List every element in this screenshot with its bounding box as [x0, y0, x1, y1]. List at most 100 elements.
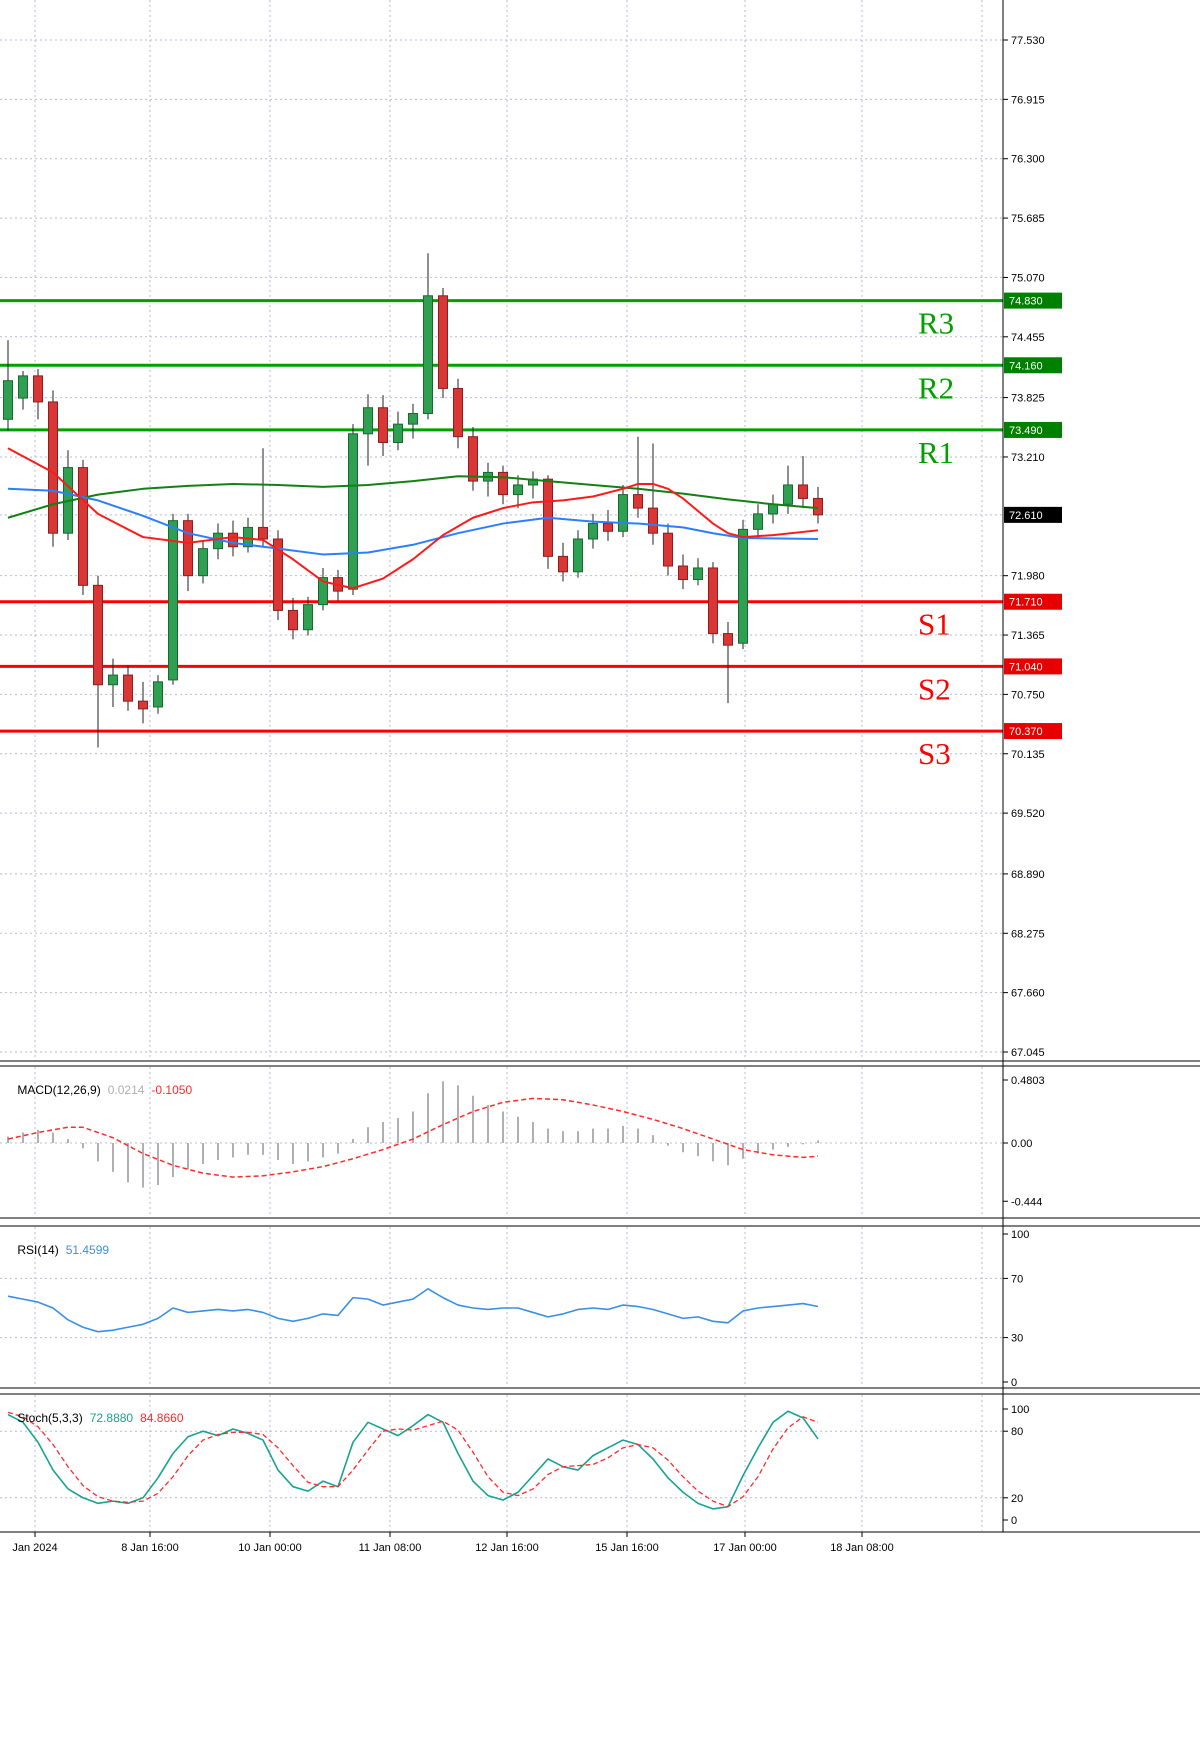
price-tag-current — [1004, 506, 1062, 523]
level-label-S1: S1 — [918, 607, 951, 642]
support-resistance-lines: R3 R2 R1 S1 S2 S3 — [0, 299, 1003, 771]
candle-bearish — [378, 407, 388, 443]
candle-bullish — [243, 526, 253, 548]
price-axis-label: 70.750 — [1011, 689, 1045, 701]
indicator-scale-label: 0 — [1011, 1515, 1017, 1527]
candle-bullish — [3, 380, 13, 420]
stoch-k-line — [7, 1410, 819, 1510]
price-tag-R3-text: 74.830 — [1009, 296, 1043, 308]
candle-bearish — [603, 523, 613, 532]
candle-bearish — [123, 674, 133, 702]
price-axis-label: 68.890 — [1011, 869, 1045, 881]
candle-bullish — [348, 433, 358, 590]
price-axis-label: 76.915 — [1011, 94, 1045, 106]
rsi-label: RSI(14) — [17, 1243, 59, 1257]
candle-bullish — [588, 523, 598, 540]
indicator-scale-label: 70 — [1011, 1273, 1023, 1285]
candle-bearish — [273, 538, 283, 611]
candle-bearish — [33, 375, 43, 403]
indicator-scale-label: 0.4803 — [1011, 1075, 1045, 1087]
candle-bearish — [93, 584, 103, 686]
macd-label: MACD(12,26,9) — [17, 1083, 101, 1097]
candle-bullish — [408, 413, 418, 425]
time-axis-label: 18 Jan 08:00 — [830, 1542, 894, 1554]
indicator-scale-label: 100 — [1011, 1229, 1029, 1241]
candle-bullish — [363, 407, 373, 435]
rsi-panel — [7, 1287, 819, 1333]
candle-bearish — [468, 436, 478, 482]
time-axis-label: Jan 2024 — [12, 1542, 57, 1554]
indicator-scale-label: 80 — [1011, 1426, 1023, 1438]
rsi-value: 51.4599 — [65, 1243, 110, 1257]
candle-bullish — [108, 674, 118, 686]
level-label-S3: S3 — [918, 736, 951, 771]
price-tag-S1 — [1004, 593, 1062, 610]
indicator-scale-label: -0.444 — [1011, 1196, 1042, 1208]
candle-bullish — [303, 604, 313, 631]
candle-bullish — [768, 503, 778, 515]
candle-bearish — [288, 609, 298, 631]
time-axis-label: 15 Jan 16:00 — [595, 1542, 659, 1554]
stoch-d-line — [7, 1411, 819, 1508]
level-label-R3: R3 — [918, 306, 954, 341]
rsi-indicator-title: RSI(14) 51.4599 — [4, 1229, 116, 1271]
candle-bullish — [423, 295, 433, 415]
candle-bullish — [168, 520, 178, 681]
price-axis-label: 73.825 — [1011, 393, 1045, 405]
candle-bearish — [708, 567, 718, 635]
price-axis-label: 69.520 — [1011, 808, 1045, 820]
indicator-scale-label: 20 — [1011, 1493, 1023, 1505]
time-axis-label: 10 Jan 00:00 — [238, 1542, 302, 1554]
candle-bearish — [438, 295, 448, 389]
candle-bearish — [798, 484, 808, 499]
gridlines — [0, 0, 1003, 1531]
price-axis: 77.530 76.915 76.300 75.685 75.070 74.455 73.8… — [1003, 35, 1045, 1527]
candle-bearish — [813, 497, 823, 516]
stoch-panel — [7, 1410, 819, 1510]
macd-signal-value: -0.1050 — [151, 1083, 193, 1097]
macd-panel — [7, 1081, 819, 1188]
candle-bearish — [453, 387, 463, 438]
candle-bearish — [228, 532, 238, 548]
price-axis-label: 71.365 — [1011, 630, 1045, 642]
macd-signal-line — [7, 1097, 819, 1178]
time-axis-label: 12 Jan 16:00 — [475, 1542, 539, 1554]
stoch-indicator-title: Stoch(5,3,3) 72.8880 84.8660 — [4, 1397, 191, 1439]
candle-bullish — [783, 484, 793, 505]
price-axis-label: 67.045 — [1011, 1047, 1045, 1059]
candle-bearish — [648, 507, 658, 534]
candle-bullish — [393, 423, 403, 443]
macd-value: 0.0214 — [107, 1083, 145, 1097]
stoch-d-value: 84.8660 — [140, 1411, 184, 1425]
stoch-k-value: 72.8880 — [89, 1411, 134, 1425]
candle-bearish — [663, 532, 673, 567]
ma-slow-green — [7, 475, 819, 519]
price-tag-R1 — [1004, 421, 1062, 438]
candle-bullish — [693, 567, 703, 581]
price-tag-R3 — [1004, 292, 1062, 309]
indicator-scale-label: 100 — [1011, 1404, 1029, 1416]
candle-bearish — [78, 467, 88, 586]
price-tag-S1-text: 71.710 — [1009, 597, 1043, 609]
macd-indicator-title: MACD(12,26,9) 0.0214 -0.1050 — [4, 1069, 199, 1111]
candle-bullish — [753, 513, 763, 530]
price-axis-label: 75.685 — [1011, 213, 1045, 225]
candle-bearish — [138, 700, 148, 710]
price-axis-label: 77.530 — [1011, 35, 1045, 47]
price-tag-R2-text: 74.160 — [1009, 360, 1043, 372]
price-axis-label: 67.660 — [1011, 988, 1045, 1000]
candle-bearish — [183, 520, 193, 577]
price-tag-R1-text: 73.490 — [1009, 425, 1043, 437]
price-axis-label: 73.210 — [1011, 452, 1045, 464]
stoch-label: Stoch(5,3,3) — [17, 1411, 83, 1425]
candle-bearish — [633, 494, 643, 509]
ma-mid-blue — [7, 487, 819, 556]
candle-bullish — [513, 484, 523, 496]
candle-bearish — [678, 565, 688, 581]
price-axis-label: 75.070 — [1011, 272, 1045, 284]
indicator-scale-label: 30 — [1011, 1333, 1023, 1345]
candle-bullish — [573, 538, 583, 573]
price-tag-S3-text: 70.370 — [1009, 726, 1043, 738]
